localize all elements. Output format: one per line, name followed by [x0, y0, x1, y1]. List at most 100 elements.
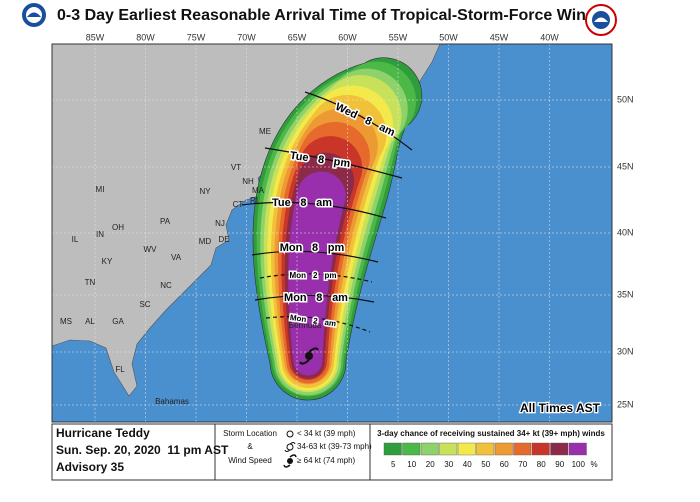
- arrival-line: [304, 91, 413, 151]
- latitude-label: 40N: [617, 227, 634, 237]
- place-label: GA: [112, 317, 124, 326]
- longitude-label: 60W: [338, 32, 357, 42]
- legend-swatch: [550, 442, 569, 456]
- legend-swatch: [513, 442, 532, 456]
- place-label: NJ: [215, 219, 225, 228]
- legend-tick: 20: [426, 460, 435, 469]
- legend-tick: 30: [444, 460, 453, 469]
- longitude-label: 65W: [288, 32, 307, 42]
- place-label: NC: [160, 281, 172, 290]
- longitude-label: 50W: [439, 32, 458, 42]
- longitude-label: 80W: [136, 32, 155, 42]
- graticule: [52, 44, 612, 422]
- arrival-time-label: Mon 8 am: [284, 292, 348, 304]
- longitude-label: 85W: [86, 32, 105, 42]
- legend-swatch: [494, 442, 513, 456]
- place-label: MS: [60, 317, 72, 326]
- latitude-label: 30N: [617, 346, 634, 356]
- legend-tick: 50: [481, 460, 490, 469]
- storm-symbol: [299, 347, 319, 365]
- place-label: SC: [139, 300, 150, 309]
- arrival-line: [259, 273, 373, 283]
- legend-unit: %: [591, 460, 598, 469]
- place-label: Bahamas: [155, 397, 189, 406]
- time-zone-note: All Times AST: [520, 401, 601, 415]
- place-label: PA: [160, 217, 171, 226]
- latitude-label: 45N: [617, 161, 634, 171]
- place-label: FL: [115, 365, 125, 374]
- arrival-line: [265, 316, 371, 333]
- storm-item: 34-63 kt (39-73 mph): [297, 442, 372, 451]
- place-label: OH: [112, 223, 124, 232]
- place-label: MA: [252, 186, 265, 195]
- place-label: Bermuda: [289, 321, 322, 330]
- storm-item: ≥ 64 kt (74 mph): [297, 456, 356, 465]
- arrival-line: [251, 250, 379, 263]
- legend-tick: 60: [500, 460, 509, 469]
- advisory-number: Advisory 35: [56, 460, 124, 474]
- nws-logo: [585, 4, 617, 36]
- legend-swatch: [420, 442, 439, 456]
- longitude-label: 55W: [389, 32, 408, 42]
- arrival-time-label: Tue 8 am: [272, 197, 332, 209]
- longitude-label: 40W: [540, 32, 559, 42]
- axis-labels: 85W 80W 75W 70W 65W 60W 55W 50W 45W 40W 50N 45N 40N 3…: [86, 32, 634, 409]
- legend-swatch: [457, 442, 476, 456]
- latitude-label: 35N: [617, 289, 634, 299]
- legend-swatch: [568, 442, 587, 456]
- place-label: NH: [242, 177, 254, 186]
- place-label: MD: [199, 237, 212, 246]
- legend-tick: 70: [518, 460, 527, 469]
- place-label: IL: [72, 235, 79, 244]
- place-label: DE: [218, 235, 229, 244]
- noaa-logo: [22, 3, 46, 27]
- place-label: MI: [96, 185, 105, 194]
- legend-tick: 90: [555, 460, 564, 469]
- place-label: IN: [96, 230, 104, 239]
- longitude-label: 70W: [237, 32, 256, 42]
- legend-tick: 40: [463, 460, 472, 469]
- ampersand: &: [247, 442, 253, 451]
- longitude-label: 45W: [490, 32, 509, 42]
- legend-tick: 100: [572, 460, 586, 469]
- probability-legend: 5 10 20 30 40 50 60 70 80 90 100%: [383, 442, 598, 469]
- arrival-line: [241, 201, 387, 219]
- legend-tick: 80: [537, 460, 546, 469]
- legend-swatch: [383, 442, 402, 456]
- legend-swatch: [439, 442, 458, 456]
- arrival-line: [254, 294, 375, 303]
- place-label: AL: [85, 317, 95, 326]
- storm-location-label: Storm Location: [223, 429, 277, 438]
- legend-tick: 10: [407, 460, 416, 469]
- legend-swatch: [476, 442, 495, 456]
- footer: Hurricane Teddy Sun. Sep. 20, 2020 11 pm…: [51, 423, 613, 481]
- storm-item: < 34 kt (39 mph): [297, 429, 356, 438]
- longitude-label: 75W: [187, 32, 206, 42]
- legend-swatch: [531, 442, 550, 456]
- place-label: TN: [85, 278, 96, 287]
- legend-title: 3-day chance of receiving sustained 34+ …: [377, 429, 605, 438]
- wind-speed-label: Wind Speed: [228, 456, 272, 465]
- place-label: ME: [259, 127, 271, 136]
- title: 0-3 Day Earliest Reasonable Arrival Time…: [57, 7, 605, 24]
- place-label: RI: [250, 196, 258, 205]
- place-label: VT: [231, 163, 241, 172]
- legend-tick: 5: [391, 460, 396, 469]
- place-label: VA: [171, 253, 182, 262]
- legend-swatch: [402, 442, 421, 456]
- arrival-line: [264, 147, 403, 179]
- place-label: KY: [102, 257, 113, 266]
- latitude-label: 25N: [617, 399, 634, 409]
- storm-name: Hurricane Teddy: [56, 426, 150, 440]
- probability-cone: [252, 57, 423, 401]
- place-label: WV: [144, 245, 158, 254]
- place-label: NY: [199, 187, 211, 196]
- latitude-label: 50N: [617, 94, 634, 104]
- place-label: CT: [233, 200, 244, 209]
- arrival-time-label: Mon 8 pm: [280, 242, 345, 254]
- arrival-time-label: Mon 2 pm: [290, 271, 337, 280]
- advisory-date: Sun. Sep. 20, 2020 11 pm AST: [56, 443, 229, 457]
